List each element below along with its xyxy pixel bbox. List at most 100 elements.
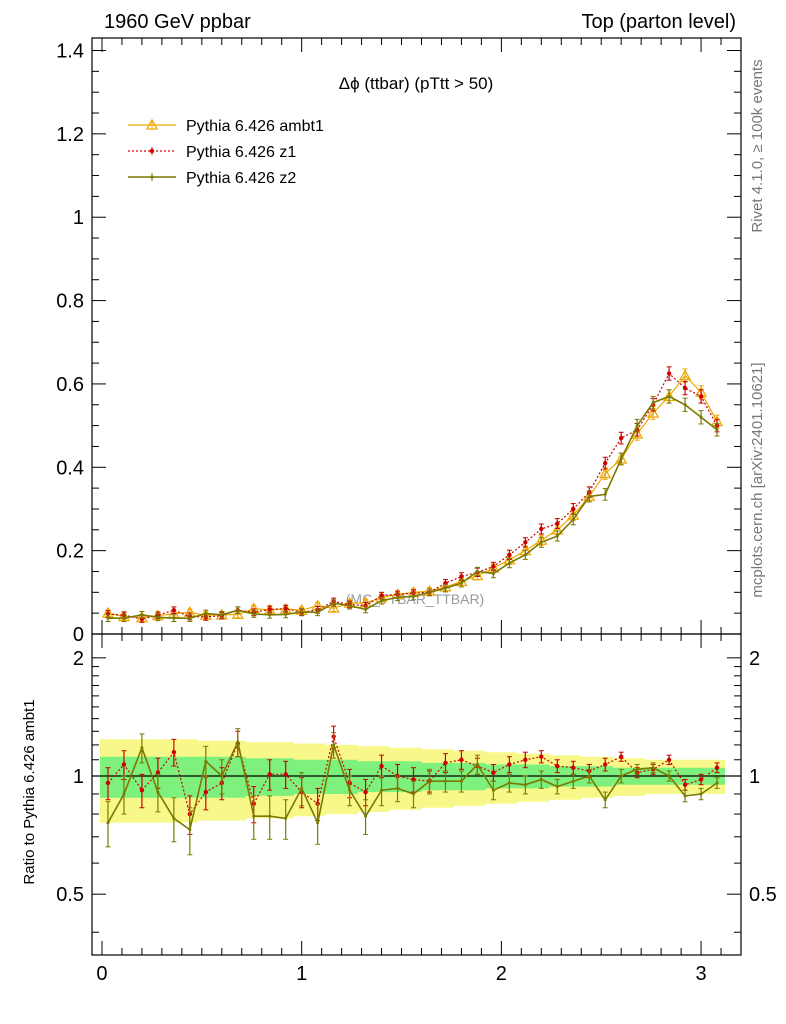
- ratio-point: [443, 779, 447, 783]
- ratio-series-z1: [105, 725, 720, 835]
- data-point: [475, 569, 479, 573]
- ratio-point: [555, 763, 560, 769]
- ratio-point: [300, 786, 304, 790]
- data-point: [188, 616, 192, 620]
- ratio-y-tick-label-right: 0.5: [749, 884, 777, 906]
- data-point: [603, 492, 607, 496]
- uncertainty-band-inner: [100, 756, 725, 798]
- data-point: [599, 467, 612, 479]
- data-point: [364, 607, 368, 611]
- ratio-point: [172, 816, 176, 820]
- ratio-point: [682, 782, 688, 787]
- ratio-point: [268, 814, 272, 818]
- data-point: [380, 599, 384, 603]
- ratio-point: [523, 783, 527, 787]
- ratio-point: [715, 781, 719, 785]
- ratio-y-axis-label: Ratio to Pythia 6.426 ambt1: [21, 699, 38, 884]
- ratio-point: [220, 774, 224, 778]
- y-tick-label: 0: [73, 624, 84, 646]
- ratio-point: [571, 779, 575, 783]
- data-point: [587, 494, 591, 498]
- y-tick-label: 0.2: [56, 541, 84, 563]
- data-point: [332, 601, 336, 605]
- data-point: [678, 369, 692, 381]
- data-point: [651, 401, 655, 405]
- data-point: [172, 616, 176, 620]
- legend-marker-z1: [149, 148, 155, 154]
- series-line-z2: [108, 395, 718, 619]
- data-point: [283, 606, 288, 611]
- ratio-point: [316, 821, 320, 825]
- y-tick-label: 0.8: [56, 291, 84, 313]
- data-point: [491, 572, 495, 576]
- data-point: [539, 526, 544, 532]
- ratio-y-tick-label: 1: [73, 766, 84, 788]
- data-point: [459, 574, 464, 579]
- data-point: [459, 581, 463, 585]
- data-point: [698, 394, 704, 399]
- data-point: [682, 385, 688, 391]
- ratio-point: [698, 777, 704, 782]
- data-point: [603, 460, 608, 466]
- data-point: [523, 553, 527, 557]
- main-panel: 0 0.2 0.4 0.6 0.8 1 1.2 1.4 Δϕ (ttbar) (pTtt > 5…: [56, 37, 742, 646]
- ratio-point: [283, 772, 288, 777]
- series-z2: [105, 389, 720, 622]
- ratio-point: [619, 774, 623, 778]
- plot-title: Δϕ (ttbar) (pTtt > 50): [339, 74, 494, 93]
- data-point: [571, 517, 575, 521]
- ratio-point: [380, 788, 384, 792]
- data-point: [539, 540, 543, 544]
- data-point: [507, 561, 511, 565]
- y-tick-label: 0.4: [56, 457, 84, 479]
- data-point: [220, 613, 224, 617]
- ratio-point: [204, 759, 208, 763]
- data-point: [140, 613, 144, 617]
- header-energy: 1960 GeV ppbar: [104, 11, 251, 33]
- ratio-point: [523, 757, 528, 762]
- ratio-point: [618, 754, 624, 759]
- ratio-point: [491, 788, 495, 792]
- data-point: [507, 552, 512, 558]
- ratio-point: [332, 743, 336, 747]
- ratio-point: [539, 754, 544, 759]
- data-point: [396, 595, 400, 599]
- ratio-point: [364, 814, 368, 818]
- ratio-point: [603, 798, 607, 802]
- ratio-y-tick-label: 2: [73, 648, 84, 670]
- ratio-point: [412, 792, 416, 796]
- data-point: [666, 371, 672, 376]
- ratio-y-tick-label-right: 2: [749, 648, 760, 670]
- ratio-series-z2: [105, 728, 720, 856]
- legend-label-z1: Pythia 6.426 z1: [186, 144, 296, 161]
- x-tick-label: 2: [496, 963, 507, 985]
- data-point: [555, 521, 560, 526]
- data-point: [327, 601, 340, 613]
- ratio-point: [539, 777, 543, 781]
- ratio-point: [491, 770, 496, 775]
- ratio-point: [443, 760, 448, 766]
- series-ambt1: [101, 368, 724, 623]
- data-point: [122, 616, 126, 620]
- ratio-point: [651, 766, 655, 770]
- ratio-point: [587, 774, 591, 778]
- ratio-point: [507, 762, 512, 767]
- data-point: [236, 608, 240, 612]
- ratio-point: [571, 765, 576, 770]
- legend-label-z2: Pythia 6.426 z2: [186, 170, 296, 187]
- ratio-point: [348, 788, 352, 792]
- data-point: [619, 457, 623, 461]
- data-point: [156, 615, 160, 619]
- ratio-point: [140, 746, 144, 750]
- ratio-point: [171, 749, 177, 755]
- x-tick-label: 3: [695, 963, 706, 985]
- ratio-point: [714, 765, 720, 770]
- data-point: [618, 435, 624, 441]
- ratio-point: [699, 792, 703, 796]
- data-point: [267, 607, 272, 612]
- ratio-point: [156, 790, 160, 794]
- data-point: [715, 428, 719, 432]
- ratio-y-tick-label: 0.5: [56, 884, 84, 906]
- ratio-point: [411, 777, 416, 782]
- ratio-point: [396, 786, 400, 790]
